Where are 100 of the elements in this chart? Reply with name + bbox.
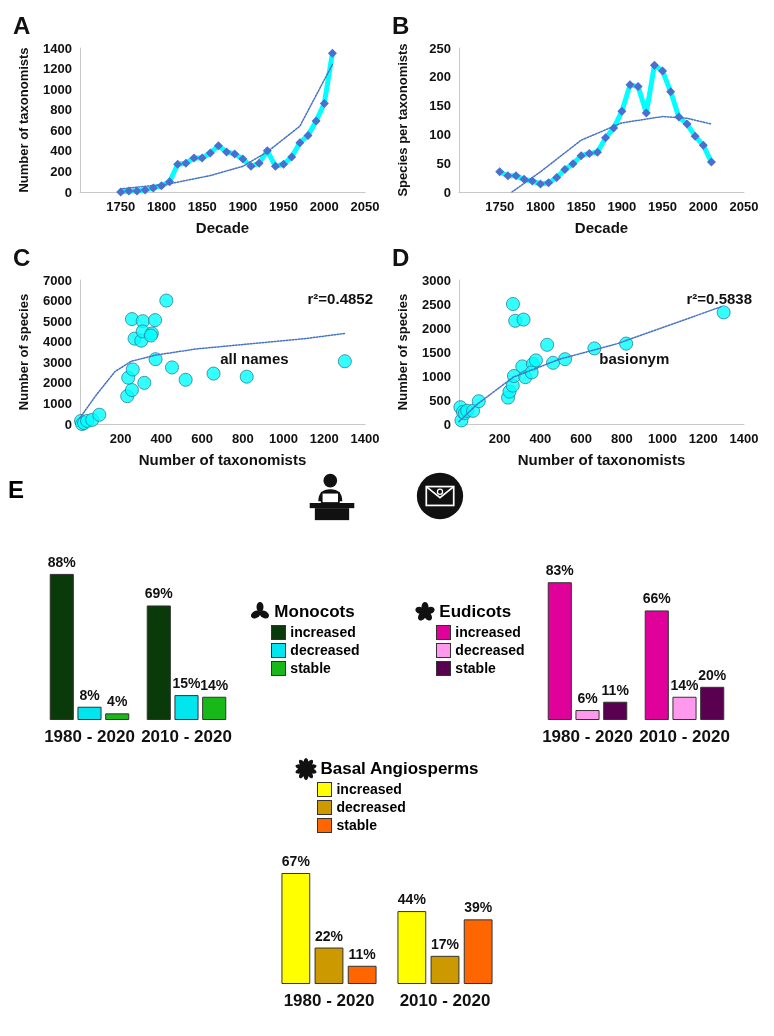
x-tick-label: 1900 — [228, 199, 258, 214]
x-tick-label: 1980 - 2020 — [44, 727, 136, 746]
y-tick-label: 600 — [50, 122, 72, 138]
legend-label: stable — [290, 659, 331, 677]
x-tick-label: 1000 — [648, 431, 678, 446]
y-tick-label: 1000 — [43, 81, 72, 97]
y-tick-label: 1000 — [422, 368, 451, 384]
x-axis-title: Decade — [574, 219, 629, 236]
x-axis-title: Number of taxonomists — [517, 451, 686, 468]
y-tick-label: 250 — [429, 40, 451, 56]
y-axis-title: Number of taxonomists — [16, 47, 31, 193]
chart-title: E — [8, 476, 25, 504]
y-tick-label: 800 — [50, 102, 72, 118]
data-label: 15% — [172, 675, 202, 692]
data-label: 6% — [577, 690, 598, 707]
x-tick-label: 1000 — [269, 431, 299, 446]
x-tick-label: 2000 — [309, 199, 339, 214]
x-tick-label: 1800 — [525, 199, 555, 214]
data-label: 67% — [281, 852, 311, 869]
y-tick-label: 5000 — [43, 313, 72, 329]
data-label: 66% — [642, 590, 671, 607]
x-tick-label: 1200 — [309, 431, 339, 446]
x-tick-label: 600 — [570, 431, 592, 446]
y-tick-label: 7000 — [43, 272, 72, 288]
x-tick-label: 2050 — [350, 199, 380, 214]
y-tick-label: 1500 — [422, 344, 451, 360]
x-tick-label: 200 — [488, 431, 511, 446]
y-tick-label: 1400 — [43, 40, 72, 56]
x-tick-label: 1200 — [688, 431, 718, 446]
y-axis-title: Number of species — [395, 293, 410, 411]
legend-label: decreased — [290, 641, 360, 659]
x-tick-label: 1900 — [607, 199, 637, 214]
x-tick-label: 2010 - 2020 — [399, 991, 491, 1010]
y-tick-label: 4000 — [43, 334, 72, 350]
legend-label: decreased — [336, 798, 406, 816]
x-axis-title: Number of taxonomists — [138, 451, 307, 468]
x-tick-label: 1400 — [729, 431, 759, 446]
y-axis-title: Species per taxonomists — [395, 43, 410, 197]
data-label: 11% — [601, 681, 630, 698]
annotation: r²=0.4852 — [307, 290, 374, 308]
x-tick-label: 800 — [232, 431, 254, 446]
y-tick-label: 3000 — [43, 354, 72, 370]
y-tick-label: 50 — [436, 155, 451, 171]
y-tick-label: 100 — [429, 126, 451, 142]
legend-title: Monocots — [274, 602, 355, 622]
y-tick-label: 2000 — [422, 320, 451, 336]
x-tick-label: 2050 — [729, 199, 759, 214]
legend-label: decreased — [455, 641, 525, 659]
y-tick-label: 2000 — [43, 375, 72, 391]
data-label: 22% — [314, 927, 344, 944]
x-tick-label: 1400 — [350, 431, 380, 446]
annotation: basionym — [599, 350, 670, 368]
y-tick-label: 1000 — [43, 395, 72, 411]
y-tick-label: 400 — [50, 143, 72, 159]
y-tick-label: 0 — [443, 416, 451, 432]
x-tick-label: 400 — [150, 431, 173, 446]
data-label: 83% — [545, 562, 574, 579]
data-label: 88% — [48, 553, 77, 570]
data-label: 17% — [430, 935, 460, 952]
x-tick-label: 1950 — [648, 199, 678, 214]
data-label: 20% — [697, 666, 727, 683]
data-label: 14% — [670, 676, 699, 693]
y-tick-label: 0 — [64, 416, 72, 432]
data-label: 39% — [464, 899, 493, 916]
y-tick-label: 2500 — [422, 296, 451, 312]
x-tick-label: 2000 — [688, 199, 718, 214]
x-tick-label: 2010 - 2020 — [141, 727, 233, 746]
legend-label: increased — [455, 623, 521, 641]
y-tick-label: 200 — [50, 163, 72, 179]
x-tick-label: 1750 — [485, 199, 515, 214]
x-tick-label: 1850 — [566, 199, 596, 214]
y-tick-label: 150 — [429, 98, 451, 114]
x-tick-label: 2010 - 2020 — [638, 727, 730, 746]
y-tick-label: 200 — [429, 69, 451, 85]
x-tick-label: 1800 — [146, 199, 176, 214]
x-tick-label: 400 — [529, 431, 552, 446]
legend-label: increased — [290, 623, 356, 641]
legend-title: Eudicots — [439, 602, 512, 622]
x-tick-label: 1980 - 2020 — [541, 727, 633, 746]
chart-title: B — [392, 11, 410, 39]
data-label: 44% — [397, 891, 427, 908]
annotation: all names — [220, 350, 289, 368]
y-tick-label: 3000 — [422, 272, 451, 288]
data-label: 14% — [200, 676, 230, 693]
x-tick-label: 200 — [109, 431, 132, 446]
legend-title: Basal Angiosperms — [320, 759, 479, 779]
y-tick-label: 6000 — [43, 293, 72, 309]
x-tick-label: 800 — [611, 431, 633, 446]
data-label: 11% — [348, 945, 377, 962]
x-axis-title: Decade — [195, 219, 250, 236]
annotation: r²=0.5838 — [686, 290, 753, 308]
x-tick-label: 1750 — [106, 199, 136, 214]
y-tick-label: 0 — [443, 184, 451, 200]
chart-title: C — [13, 243, 31, 271]
x-tick-label: 1850 — [187, 199, 217, 214]
x-tick-label: 600 — [191, 431, 213, 446]
legend-label: stable — [455, 659, 496, 677]
y-tick-label: 1200 — [43, 61, 72, 77]
x-tick-label: 1980 - 2020 — [283, 991, 375, 1010]
x-tick-label: 1950 — [269, 199, 299, 214]
